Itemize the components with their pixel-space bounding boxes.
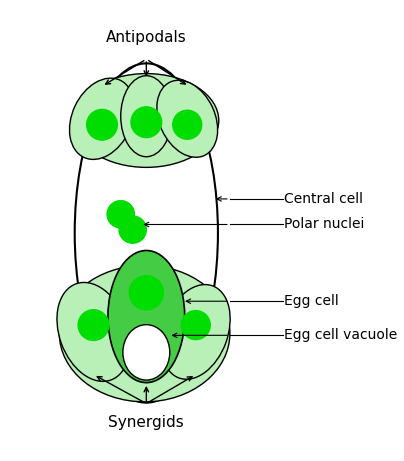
Circle shape — [129, 276, 163, 310]
Text: Egg cell vacuole: Egg cell vacuole — [284, 328, 398, 343]
Ellipse shape — [157, 80, 218, 157]
Text: Antipodals: Antipodals — [106, 30, 187, 46]
Ellipse shape — [69, 78, 135, 160]
Circle shape — [78, 310, 109, 340]
Text: Central cell: Central cell — [284, 192, 364, 206]
Text: Polar nuclei: Polar nuclei — [284, 218, 365, 231]
Ellipse shape — [59, 266, 230, 402]
Ellipse shape — [57, 283, 130, 381]
Circle shape — [86, 109, 117, 140]
Text: Egg cell: Egg cell — [284, 294, 339, 308]
Circle shape — [173, 110, 202, 139]
Ellipse shape — [74, 74, 219, 167]
Ellipse shape — [161, 284, 230, 379]
Circle shape — [131, 107, 162, 137]
Ellipse shape — [123, 325, 170, 380]
Circle shape — [181, 311, 210, 340]
Circle shape — [119, 216, 146, 243]
Ellipse shape — [108, 250, 185, 383]
Ellipse shape — [121, 76, 172, 157]
Circle shape — [107, 201, 135, 228]
Text: Synergids: Synergids — [108, 415, 184, 431]
